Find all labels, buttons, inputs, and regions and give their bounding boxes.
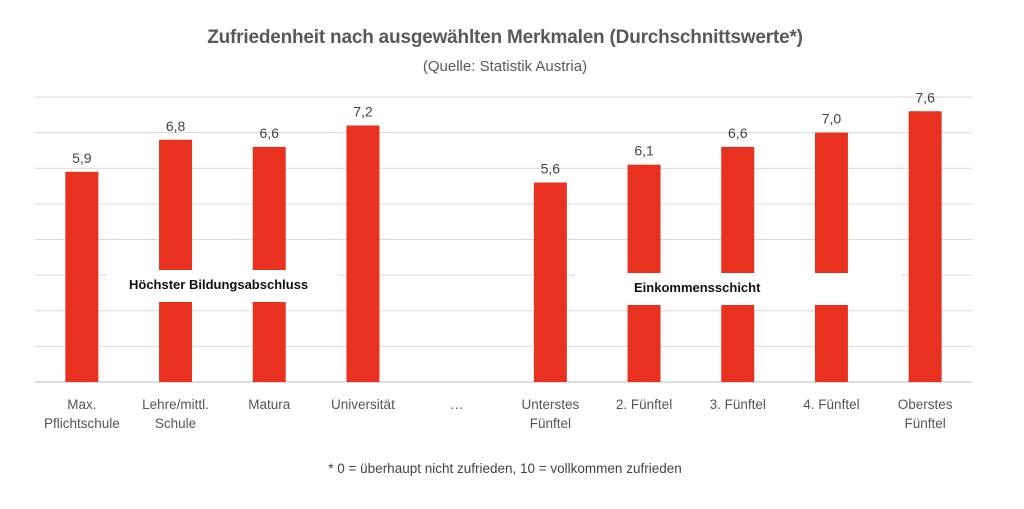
value-labels: 5,9 6,8 6,6 7,2 5,6 6,1 6,6 7,0 7,6 bbox=[72, 89, 935, 176]
data-label: 6,1 bbox=[634, 143, 654, 159]
bars bbox=[65, 111, 942, 382]
data-label: 5,9 bbox=[72, 150, 92, 166]
group-label: Höchster Bildungsabschluss bbox=[129, 277, 308, 292]
data-label: 6,6 bbox=[260, 125, 280, 141]
data-label: 7,6 bbox=[915, 89, 935, 105]
bar bbox=[346, 125, 380, 382]
category-label: Oberstes Fünftel bbox=[898, 397, 953, 431]
category-label: Lehre/mittl. Schule bbox=[142, 397, 209, 431]
data-label: 6,8 bbox=[166, 118, 186, 134]
bar bbox=[814, 132, 848, 382]
category-label: Universität bbox=[331, 397, 395, 412]
group-label-band bbox=[106, 270, 339, 302]
chart-subtitle: (Quelle: Statistik Austria) bbox=[422, 58, 588, 75]
bar bbox=[159, 139, 193, 382]
category-label: … bbox=[450, 397, 464, 412]
bar bbox=[252, 146, 286, 382]
category-label: Max. Pflichtschule bbox=[44, 397, 120, 431]
category-label: Unterstes Fünftel bbox=[521, 397, 579, 431]
group-label: Einkommensschicht bbox=[634, 280, 761, 295]
data-label: 6,6 bbox=[728, 125, 748, 141]
category-label: 4. Fünftel bbox=[803, 397, 859, 412]
bar bbox=[65, 171, 99, 382]
data-label: 7,0 bbox=[822, 111, 842, 127]
chart-title: Zufriedenheit nach ausgewählten Merkmale… bbox=[207, 27, 803, 48]
category-label: 3. Fünftel bbox=[710, 397, 766, 412]
chart-footnote: * 0 = überhaupt nicht zufrieden, 10 = vo… bbox=[328, 461, 682, 476]
data-label: 5,6 bbox=[541, 161, 561, 177]
group-labels: Höchster Bildungsabschluss Einkommensschi… bbox=[106, 270, 901, 305]
category-labels: Max. Pflichtschule Lehre/mittl. Schule Matur… bbox=[44, 397, 953, 431]
bar bbox=[908, 111, 942, 382]
category-label: Matura bbox=[248, 397, 291, 412]
bar bbox=[721, 146, 755, 382]
bar bbox=[533, 182, 567, 382]
group-label-band bbox=[574, 273, 901, 305]
category-label: 2. Fünftel bbox=[616, 397, 672, 412]
data-label: 7,2 bbox=[353, 104, 373, 120]
